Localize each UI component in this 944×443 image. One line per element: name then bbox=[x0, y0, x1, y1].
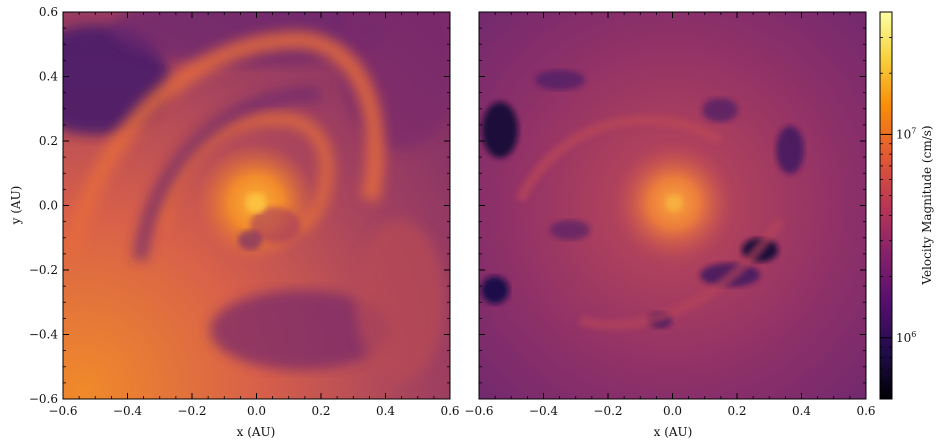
colorbar bbox=[879, 11, 893, 400]
left-y-tick-label: 0.2 bbox=[39, 134, 58, 148]
right-x-tick-label: 0.0 bbox=[663, 404, 682, 418]
colorbar-ticks: 107 106 bbox=[880, 11, 916, 400]
right-x-tick-label: 0.2 bbox=[727, 404, 746, 418]
right-x-tick-label: −0.2 bbox=[593, 404, 622, 418]
left-y-tick-label: −0.4 bbox=[29, 328, 59, 342]
right-x-axis-label: x (AU) bbox=[654, 425, 693, 439]
left-y-tick-label: 0.0 bbox=[39, 199, 58, 213]
right-x-tick-label: −0.4 bbox=[529, 404, 559, 418]
left-y-tick-label: −0.6 bbox=[29, 392, 58, 406]
right-axes: −0.6 −0.4 −0.2 0.0 0.2 0.4 0.6 bbox=[464, 11, 876, 418]
left-y-tick-label: −0.2 bbox=[29, 263, 58, 277]
colorbar-tick-label: 107 bbox=[896, 126, 916, 141]
left-x-tick-label: −0.2 bbox=[177, 404, 206, 418]
left-x-tick-label: 0.0 bbox=[247, 404, 266, 418]
left-heatmap-image bbox=[63, 12, 450, 399]
left-y-tick-label: 0.4 bbox=[39, 70, 58, 84]
right-x-tick-label: 0.4 bbox=[792, 404, 811, 418]
right-x-tick-label: −0.6 bbox=[464, 404, 493, 418]
left-axes: −0.6 −0.4 −0.2 0.0 0.2 0.4 0.6 −0.6 −0.4 −0.2 0.0 0… bbox=[29, 5, 460, 418]
right-x-tick-label: 0.6 bbox=[856, 404, 875, 418]
right-heatmap-image bbox=[479, 12, 866, 399]
left-x-tick-label: 0.6 bbox=[440, 404, 459, 418]
left-x-tick-label: −0.4 bbox=[113, 404, 143, 418]
left-y-axis-label: y (AU) bbox=[9, 186, 23, 226]
left-x-tick-label: −0.6 bbox=[48, 404, 77, 418]
colorbar-label: Velocity Magnitude (cm/s) bbox=[920, 125, 934, 285]
left-y-tick-label: 0.6 bbox=[39, 5, 58, 19]
left-x-axis-label: x (AU) bbox=[237, 425, 276, 439]
left-x-tick-label: 0.2 bbox=[311, 404, 330, 418]
colorbar-tick-label: 106 bbox=[896, 330, 916, 345]
left-x-tick-label: 0.4 bbox=[376, 404, 395, 418]
